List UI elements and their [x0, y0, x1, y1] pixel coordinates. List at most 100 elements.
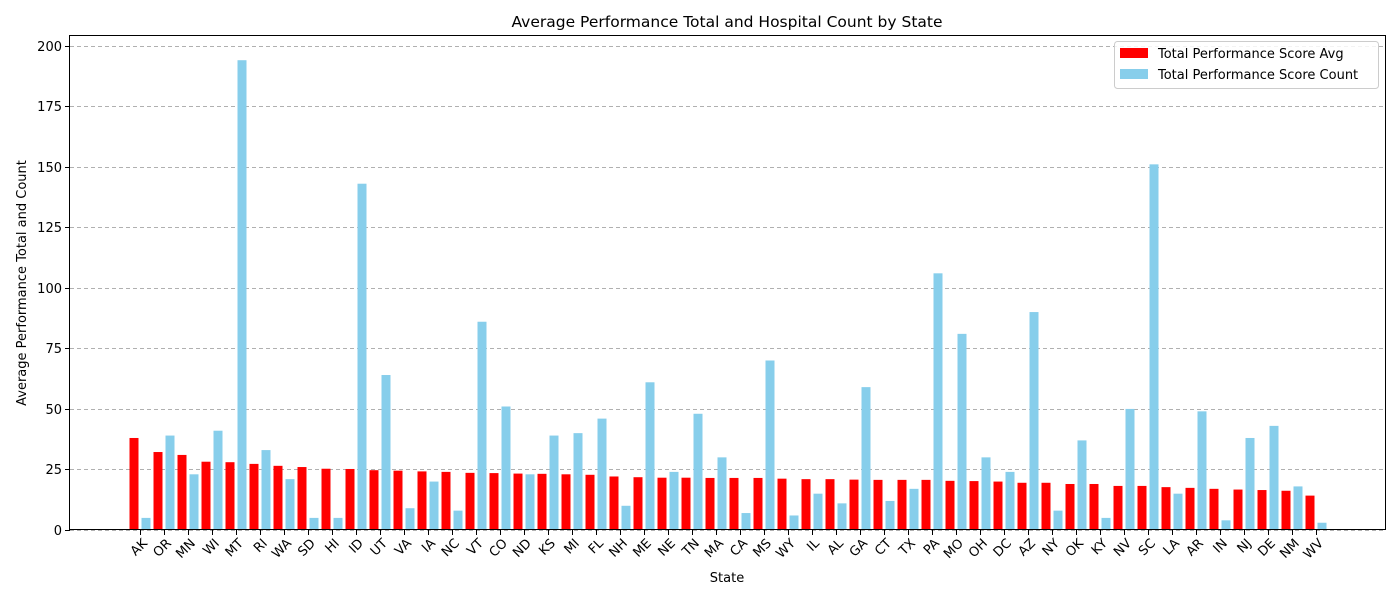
y-tick-label: 125: [37, 221, 62, 236]
bar-count-ok: [1077, 440, 1087, 530]
bar-count-wa: [285, 479, 295, 530]
x-tick-label: IN: [1211, 536, 1231, 556]
bar-count-sd: [309, 517, 319, 530]
y-axis-title: Average Performance Total and Count: [15, 160, 30, 406]
x-tick-label: RI: [251, 536, 271, 556]
y-tick-label: 75: [45, 342, 62, 357]
bar-avg-oh: [969, 481, 979, 530]
x-tick-label: NH: [606, 536, 630, 560]
x-tick-label: VA: [392, 536, 415, 559]
bar-count-ga: [861, 387, 871, 530]
x-tick-label: CO: [487, 536, 511, 560]
x-tick-label: IL: [804, 536, 823, 555]
bar-avg-ok: [1065, 483, 1075, 530]
bar-avg-vt: [465, 472, 475, 530]
y-tick-label: 50: [45, 403, 62, 418]
bar-avg-nh: [609, 476, 619, 530]
bar-count-nd: [525, 474, 535, 530]
x-tick-label: PA: [921, 536, 943, 558]
x-tick-label: TX: [896, 536, 919, 559]
bar-avg-mo: [945, 480, 955, 530]
bar-avg-id: [345, 468, 355, 530]
bar-avg-ks: [537, 473, 547, 530]
x-tick-label: NV: [1111, 536, 1135, 560]
x-tick-label: OK: [1063, 536, 1087, 560]
bar-count-co: [501, 406, 511, 530]
bar-count-ri: [261, 450, 271, 530]
y-axis: 0 25 50 75 100 125 150 175 200: [37, 40, 70, 539]
bar-count-nm: [1293, 486, 1303, 530]
bar-count-dc: [1005, 471, 1015, 530]
bar-avg-mt: [225, 462, 235, 530]
bar-avg-nc: [441, 471, 451, 530]
bars: [129, 60, 1327, 530]
bar-count-hi: [333, 517, 343, 530]
bar-count-nh: [621, 505, 631, 530]
bar-avg-la: [1161, 487, 1171, 530]
bar-avg-nd: [513, 473, 523, 530]
y-tick-label: 175: [37, 100, 62, 115]
bar-count-ky: [1101, 517, 1111, 530]
grid-lines: [70, 46, 1385, 531]
x-tick-label: HI: [323, 536, 343, 556]
bar-avg-wy: [777, 478, 787, 530]
x-tick-label: NC: [439, 536, 463, 560]
bar-avg-ia: [417, 471, 427, 530]
bar-count-tn: [693, 413, 703, 530]
legend-label-avg: Total Performance Score Avg: [1157, 47, 1344, 62]
bar-count-mn: [189, 474, 199, 530]
bar-avg-ca: [729, 477, 739, 530]
bar-avg-wi: [201, 461, 211, 530]
legend: Total Performance Score Avg Total Perfor…: [1114, 41, 1379, 89]
chart-title: Average Performance Total and Hospital C…: [511, 13, 942, 31]
x-tick-label: MO: [941, 536, 967, 562]
legend-swatch-avg: [1120, 48, 1148, 58]
bar-avg-ar: [1185, 487, 1195, 530]
y-tick-label: 0: [54, 524, 62, 539]
bar-avg-wa: [273, 465, 283, 530]
x-tick-label: MT: [223, 536, 247, 560]
bar-avg-mi: [561, 474, 571, 530]
bar-count-nj: [1245, 437, 1255, 530]
y-tick-label: 150: [37, 161, 62, 176]
x-tick-label: ND: [510, 536, 535, 561]
x-tick-label: KY: [1089, 536, 1111, 558]
bar-avg-ri: [249, 463, 259, 530]
bar-count-de: [1269, 425, 1279, 530]
bar-avg-il: [801, 479, 811, 530]
bar-count-mt: [237, 60, 247, 530]
bar-avg-sc: [1137, 485, 1147, 530]
bar-count-in: [1221, 520, 1231, 530]
x-tick-label: MS: [750, 536, 774, 560]
bar-count-il: [813, 493, 823, 530]
x-tick-label: MA: [702, 536, 727, 561]
x-tick-label: DC: [991, 536, 1015, 560]
bar-avg-me: [633, 477, 643, 530]
bar-count-ct: [885, 500, 895, 530]
x-tick-label: MI: [562, 536, 583, 557]
x-tick-label: OR: [151, 536, 175, 560]
bar-count-fl: [597, 418, 607, 530]
plot-area-frame: [69, 35, 1386, 530]
x-tick-label: CT: [872, 536, 895, 559]
bar-count-az: [1029, 312, 1039, 530]
x-tick-label: LA: [1161, 536, 1183, 558]
bar-avg-hi: [321, 468, 331, 530]
x-tick-label: IA: [419, 536, 439, 556]
bar-avg-ga: [849, 479, 859, 530]
x-tick-label: DE: [1255, 536, 1279, 560]
bar-avg-fl: [585, 474, 595, 530]
x-tick-label: ME: [630, 536, 654, 560]
bar-avg-ct: [873, 479, 883, 530]
bar-avg-ne: [657, 477, 667, 530]
bar-avg-sd: [297, 467, 307, 530]
bar-avg-tx: [897, 479, 907, 530]
x-tick-label: KS: [536, 536, 558, 558]
x-tick-label: GA: [847, 536, 871, 560]
bar-count-ia: [429, 481, 439, 530]
bar-count-la: [1173, 493, 1183, 530]
bar-count-sc: [1149, 164, 1159, 530]
x-tick-label: WV: [1301, 536, 1327, 562]
bar-count-nc: [453, 510, 463, 530]
x-tick-label: WI: [200, 536, 222, 558]
